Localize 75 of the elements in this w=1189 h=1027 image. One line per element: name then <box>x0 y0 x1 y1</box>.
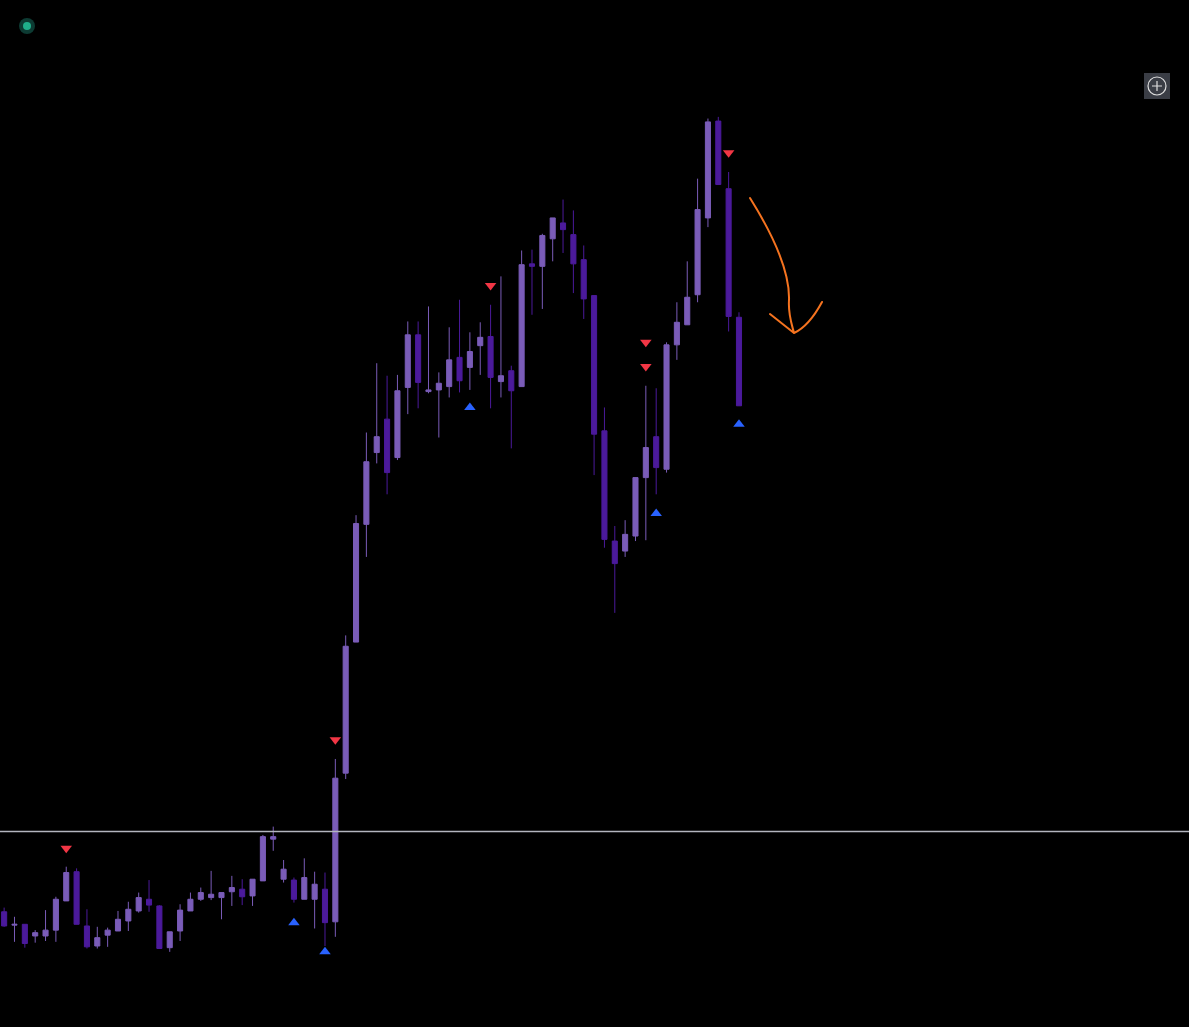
candlestick <box>549 217 556 262</box>
candlestick <box>560 199 567 254</box>
candlestick <box>187 892 194 912</box>
candlestick <box>642 385 649 541</box>
candlestick <box>684 260 691 326</box>
candlestick <box>146 879 153 913</box>
candlestick <box>570 209 577 294</box>
candlestick <box>384 375 391 495</box>
candlestick <box>270 826 277 852</box>
candlestick <box>42 909 49 942</box>
candlestick <box>125 901 132 932</box>
candlestick <box>518 249 525 388</box>
candlestick <box>311 871 318 929</box>
candlestick <box>477 321 484 376</box>
candlestick <box>321 872 329 947</box>
candlestick <box>63 866 70 902</box>
candlestick <box>622 519 629 558</box>
candlestick <box>694 178 701 303</box>
candlestick <box>208 870 215 901</box>
candlestick <box>32 929 39 944</box>
candlestick <box>166 931 173 953</box>
candlestick <box>197 887 204 902</box>
candlestick <box>342 634 349 780</box>
candlestick <box>653 387 660 495</box>
candlestick <box>715 116 722 186</box>
candlestick <box>73 867 80 925</box>
point <box>319 946 331 955</box>
candlestick <box>415 320 422 409</box>
candlestick <box>663 341 670 474</box>
candlestick <box>466 331 473 391</box>
candlestick <box>446 326 453 398</box>
candlestick <box>353 514 360 643</box>
candlestick <box>280 859 287 884</box>
candlestick <box>11 916 18 943</box>
candlestick <box>456 299 463 393</box>
candlestick <box>704 118 711 228</box>
candlestick <box>1 907 8 928</box>
candlestick <box>83 908 90 950</box>
candlestick <box>228 875 235 907</box>
point <box>288 917 300 926</box>
point <box>640 339 652 348</box>
candlestick <box>487 304 494 409</box>
candlestick <box>425 305 432 394</box>
candlestick <box>239 878 246 906</box>
candlestick <box>104 927 111 948</box>
candlestick <box>735 311 743 407</box>
candlestick <box>632 477 639 542</box>
candlestick <box>290 877 297 904</box>
candlestick <box>725 171 732 332</box>
candlestick <box>177 903 184 942</box>
candlestick <box>611 525 618 614</box>
candlestick <box>404 320 411 415</box>
candlestick <box>508 365 515 449</box>
candlestick <box>21 923 28 949</box>
candlestick <box>363 432 370 558</box>
candlestick <box>332 758 339 938</box>
candlestick <box>52 896 59 943</box>
candlestick <box>249 878 256 907</box>
candlestick <box>373 362 380 464</box>
candlestick <box>497 275 504 398</box>
candlestick <box>135 892 142 914</box>
candlestick <box>394 374 401 461</box>
candlestick <box>601 406 608 549</box>
candlestick <box>539 233 546 310</box>
candlestick <box>528 249 536 316</box>
candlestick <box>591 295 598 476</box>
candlestick <box>259 834 266 882</box>
candlestick <box>94 926 101 950</box>
candlestick <box>114 910 122 932</box>
candlestick <box>435 371 442 439</box>
candlestick <box>218 892 225 920</box>
candlestick <box>156 904 163 950</box>
candlestick <box>580 244 587 320</box>
candlestick <box>673 301 680 361</box>
candlestick <box>301 857 308 900</box>
